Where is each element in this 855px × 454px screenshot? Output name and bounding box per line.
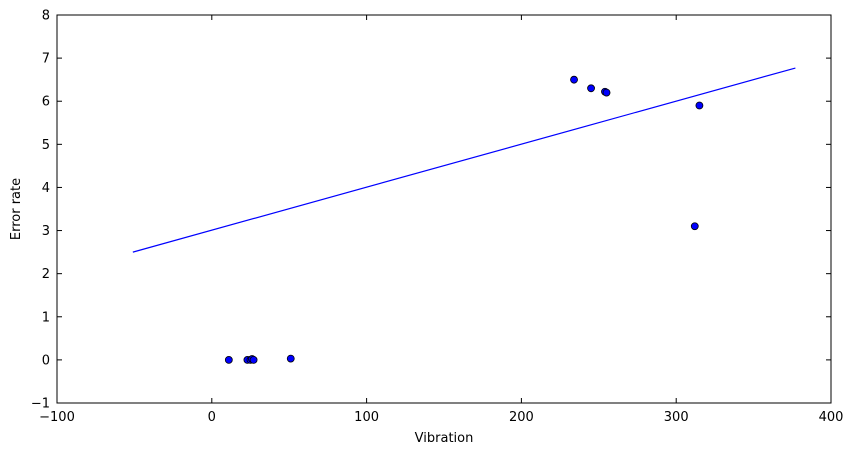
x-tick-label: −100 [39, 410, 75, 425]
plot-frame [56, 14, 832, 404]
data-point [602, 88, 611, 97]
x-tick-label: 0 [208, 410, 216, 425]
data-point [224, 355, 233, 364]
y-tick-label: 4 [42, 181, 50, 196]
y-tick-label: 6 [42, 95, 50, 110]
x-axis-label: Vibration [415, 431, 474, 446]
data-point [690, 222, 699, 231]
x-tick-label: 200 [509, 410, 534, 425]
fit-line [132, 67, 796, 253]
fit-line-layer [132, 67, 796, 253]
x-tick-label: 400 [819, 410, 844, 425]
points-layer [224, 75, 704, 364]
y-axis-label: Error rate [9, 178, 24, 240]
data-point [695, 101, 704, 110]
y-tick-label: 5 [42, 138, 50, 153]
x-tick-label: 300 [664, 410, 689, 425]
y-tick-label: 1 [42, 310, 50, 325]
data-point [587, 84, 595, 93]
data-point [286, 354, 295, 363]
y-tick-label: 3 [42, 224, 50, 239]
y-tick-label: 0 [42, 353, 50, 368]
data-point [570, 75, 578, 84]
y-tick-label: −1 [31, 397, 50, 412]
y-tick-label: 7 [42, 52, 50, 67]
ticks-layer: −100 0 100 200 300 400 −1 0 1 2 3 4 5 6 7 8 [31, 9, 844, 426]
y-tick-label: 2 [42, 267, 50, 282]
x-tick-label: 100 [354, 410, 379, 425]
data-point [249, 355, 258, 364]
y-tick-label: 8 [42, 9, 50, 24]
